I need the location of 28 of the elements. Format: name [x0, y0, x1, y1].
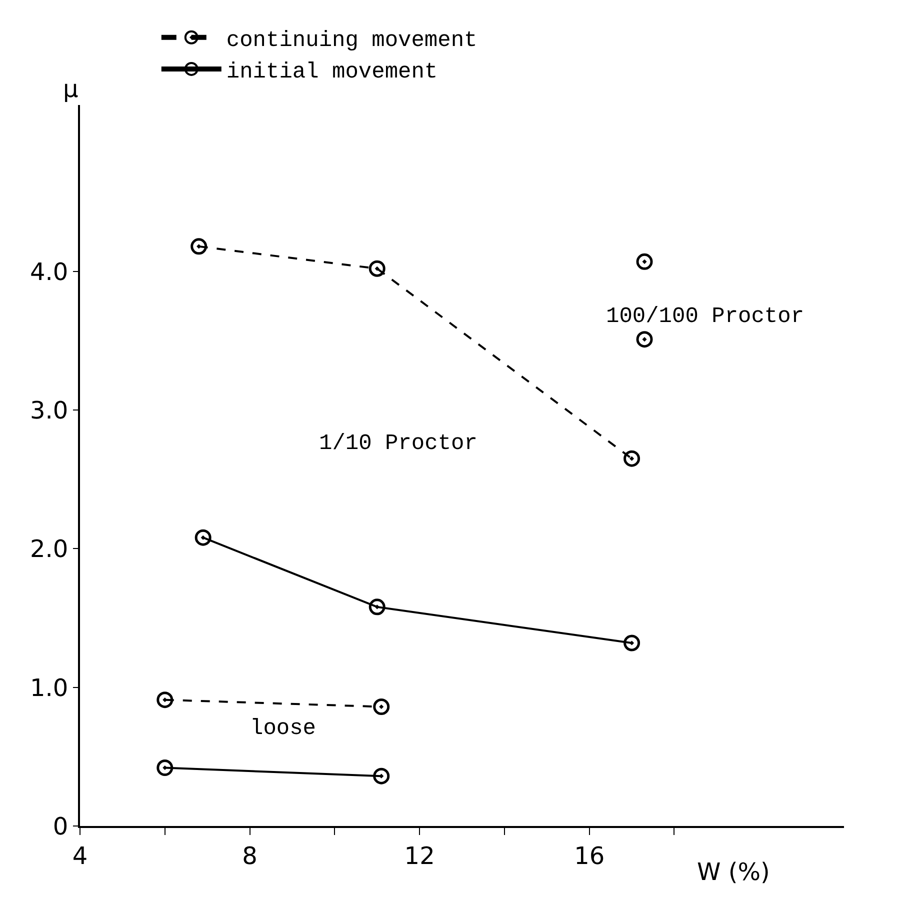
y-tick-label: 0: [52, 812, 68, 840]
point: [373, 698, 390, 716]
annotation: 1/10 Proctor: [319, 431, 478, 456]
point: [156, 760, 174, 776]
point: [368, 260, 386, 277]
x-tick-label: 4: [72, 842, 88, 870]
annotation: loose: [250, 716, 316, 741]
point: [636, 253, 653, 270]
point: [624, 450, 640, 467]
legend-label: continuing movement: [226, 28, 478, 53]
point: [194, 529, 212, 546]
x-axis-title: W (%): [697, 858, 770, 886]
x-tick-label: 8: [242, 842, 258, 870]
annotation: 100/100 Proctor: [606, 304, 804, 329]
point: [636, 331, 653, 348]
y-tick-label: 3.0: [30, 396, 68, 424]
legend-label: initial movement: [226, 60, 438, 85]
y-tick-label: 4.0: [30, 258, 68, 286]
y-axis-title: μ: [63, 75, 78, 103]
point: [624, 634, 640, 652]
point: [368, 598, 386, 616]
point: [190, 238, 208, 255]
y-tick-label: 2.0: [30, 535, 68, 564]
point: [373, 768, 390, 784]
point: [156, 692, 174, 708]
x-tick-label: 12: [404, 842, 435, 870]
y-tick-label: 1.0: [30, 674, 68, 702]
x-tick-label: 16: [574, 842, 605, 870]
